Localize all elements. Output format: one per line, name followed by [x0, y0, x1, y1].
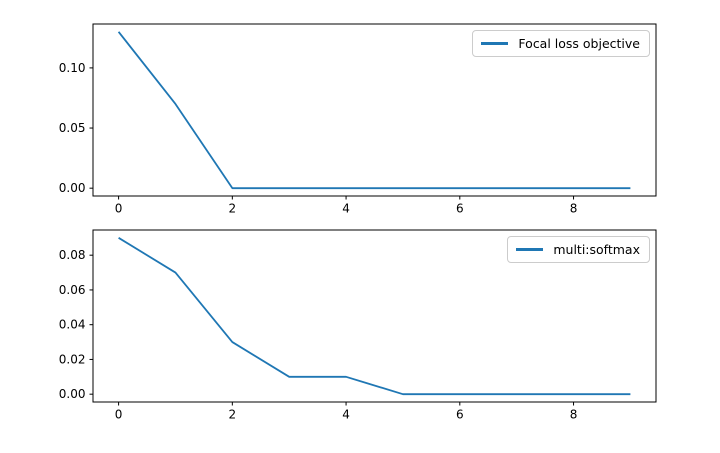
legend-label: multi:softmax: [553, 242, 640, 257]
y-tick-label: 0.02: [59, 352, 86, 366]
y-tick-label: 0.06: [59, 283, 86, 297]
x-tick-label: 2: [229, 408, 237, 422]
y-tick-label: 0.04: [59, 318, 86, 332]
x-tick-label: 2: [229, 202, 237, 216]
x-tick-label: 6: [456, 202, 464, 216]
axes-1: 0 2 4 6 8 0.00 0.02 0.04 0.06 0.08: [59, 229, 657, 422]
axes-0: 0 2 4 6 8 0.00 0.05 0.10: [59, 23, 657, 216]
y-tick-label: 0.00: [59, 387, 86, 401]
x-tick-label: 4: [342, 202, 350, 216]
legend-line-sample-icon: [516, 248, 544, 251]
x-tick-label: 4: [342, 408, 350, 422]
y-tick-label: 0.00: [59, 181, 86, 195]
x-tick-label: 0: [115, 202, 123, 216]
legend-label: Focal loss objective: [518, 36, 640, 51]
legend-multi-softmax: multi:softmax: [507, 236, 650, 263]
series-line-0: [117, 31, 631, 190]
axes-spines: [92, 229, 657, 403]
x-tick-label: 0: [115, 408, 123, 422]
legend-focal-loss: Focal loss objective: [472, 30, 650, 57]
axes-spines: [92, 23, 657, 197]
x-tick-label: 6: [456, 408, 464, 422]
legend-line-sample-icon: [481, 42, 509, 45]
x-tick-label: 8: [570, 202, 578, 216]
y-tick-label: 0.05: [59, 121, 86, 135]
y-tick-label: 0.08: [59, 248, 86, 262]
series-line-1: [118, 237, 631, 396]
x-tick-label: 8: [570, 408, 578, 422]
y-tick-label: 0.10: [59, 61, 86, 75]
